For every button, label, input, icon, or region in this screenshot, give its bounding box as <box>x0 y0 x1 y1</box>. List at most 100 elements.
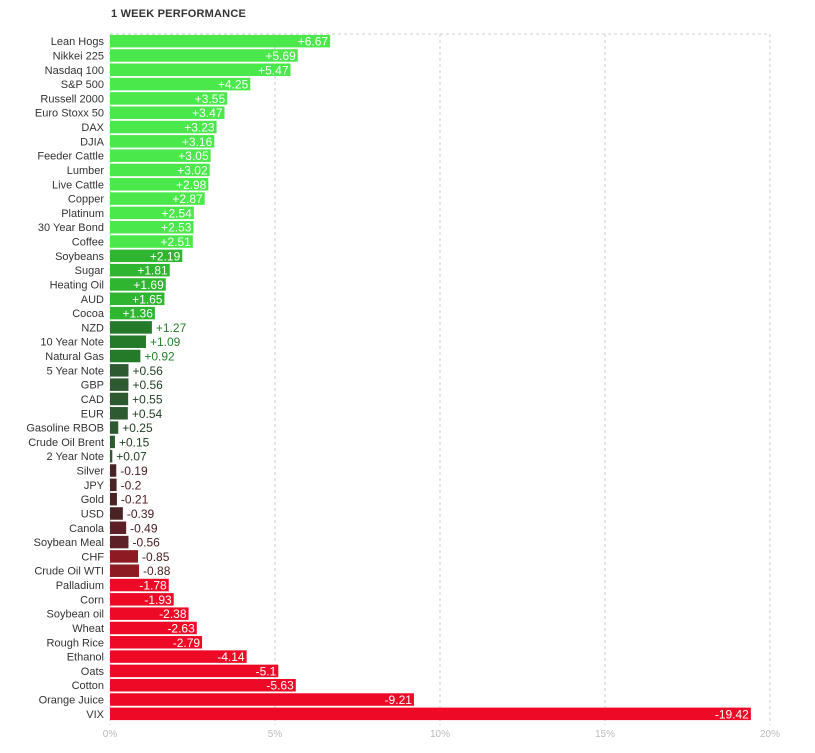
bar[interactable] <box>110 492 117 506</box>
category-label: Soybean Meal <box>34 537 104 549</box>
category-label: Gold <box>81 494 104 506</box>
bar[interactable] <box>110 464 117 477</box>
value-label: +3.16 <box>182 135 213 149</box>
category-label: Soybean oil <box>47 609 105 621</box>
category-label: EUR <box>81 408 104 420</box>
bar[interactable] <box>110 249 183 263</box>
category-label: USD <box>81 508 104 520</box>
bar[interactable] <box>110 306 155 320</box>
category-label: NZD <box>81 322 104 334</box>
bar[interactable] <box>110 321 152 334</box>
bar[interactable] <box>110 106 225 119</box>
value-label: +5.69 <box>265 49 296 63</box>
value-label: +0.56 <box>132 378 163 392</box>
bar[interactable] <box>110 163 210 177</box>
value-label: +3.47 <box>192 106 223 120</box>
category-label: Euro Stoxx 50 <box>35 108 104 120</box>
category-label: 10 Year Note <box>40 337 104 349</box>
value-label: -0.49 <box>130 521 158 535</box>
bar[interactable] <box>110 364 129 377</box>
value-label: -0.56 <box>132 536 160 550</box>
bar[interactable] <box>110 335 146 348</box>
bar[interactable] <box>110 435 115 449</box>
category-label: Ethanol <box>67 652 104 664</box>
bar[interactable] <box>110 593 174 606</box>
value-label: +2.51 <box>160 235 191 249</box>
bar[interactable] <box>110 120 217 134</box>
bar[interactable] <box>110 707 751 721</box>
bar[interactable] <box>110 92 228 105</box>
bar[interactable] <box>110 449 113 463</box>
value-label: -19.42 <box>715 707 749 721</box>
bar[interactable] <box>110 507 123 520</box>
bar[interactable] <box>110 550 139 563</box>
bar[interactable] <box>110 34 331 48</box>
bar[interactable] <box>110 407 128 420</box>
value-label: +0.92 <box>144 350 175 364</box>
value-label: +0.55 <box>132 392 163 406</box>
value-label: -0.39 <box>127 507 155 521</box>
bar[interactable] <box>110 263 170 277</box>
bar[interactable] <box>110 278 166 291</box>
bar[interactable] <box>110 206 194 220</box>
bar[interactable] <box>110 135 215 148</box>
bar[interactable] <box>110 49 298 62</box>
category-label: Oats <box>81 666 105 678</box>
category-label: Copper <box>68 194 104 206</box>
category-label: Heating Oil <box>50 279 104 291</box>
value-label: +2.53 <box>161 221 192 235</box>
chart-title: 1 WEEK PERFORMANCE <box>111 8 246 20</box>
bar[interactable] <box>110 678 296 692</box>
bar[interactable] <box>110 535 129 549</box>
bar[interactable] <box>110 664 279 678</box>
bar[interactable] <box>110 521 127 535</box>
category-label: Nikkei 225 <box>53 50 104 62</box>
bar[interactable] <box>110 636 203 649</box>
x-tick-label: 10% <box>430 729 450 740</box>
bar[interactable] <box>110 178 209 191</box>
category-label: JPY <box>84 480 105 492</box>
value-label: -1.78 <box>139 579 167 593</box>
value-label: -2.63 <box>167 621 195 635</box>
value-label: +1.81 <box>137 264 168 278</box>
category-label: Wheat <box>72 623 104 635</box>
bar[interactable] <box>110 220 194 234</box>
value-label: +0.56 <box>132 364 163 378</box>
bar[interactable] <box>110 621 197 635</box>
bar[interactable] <box>110 77 251 91</box>
bar[interactable] <box>110 392 129 406</box>
category-label: VIX <box>86 709 104 721</box>
labels-layer: Lean Hogs +6.67 Nikkei 225 +5.69 Nasdaq 100 +… <box>26 35 749 722</box>
value-label: +1.69 <box>133 278 164 292</box>
bar[interactable] <box>110 349 141 363</box>
bar[interactable] <box>110 650 247 663</box>
value-label: +0.07 <box>116 450 147 464</box>
value-label: -2.38 <box>159 607 187 621</box>
bar[interactable] <box>110 693 414 706</box>
bar[interactable] <box>110 63 291 77</box>
bar[interactable] <box>110 478 117 492</box>
category-label: AUD <box>81 294 104 306</box>
category-label: Cotton <box>72 680 104 692</box>
value-label: +3.55 <box>195 92 226 106</box>
value-label: +0.54 <box>132 407 163 421</box>
bar[interactable] <box>110 421 119 434</box>
category-label: CAD <box>81 394 104 406</box>
bar[interactable] <box>110 578 169 592</box>
bar[interactable] <box>110 235 193 248</box>
bar[interactable] <box>110 564 140 577</box>
value-label: +2.98 <box>176 178 207 192</box>
value-label: +6.67 <box>298 35 329 49</box>
bar[interactable] <box>110 149 211 162</box>
category-label: Crude Oil Brent <box>28 437 104 449</box>
bar[interactable] <box>110 378 129 391</box>
value-label: -5.1 <box>256 664 277 678</box>
bar[interactable] <box>110 292 165 306</box>
category-label: Coffee <box>72 237 104 249</box>
category-label: Cocoa <box>72 308 105 320</box>
bar[interactable] <box>110 607 189 620</box>
value-label: -9.21 <box>385 693 413 707</box>
value-label: +2.54 <box>161 206 192 220</box>
bar[interactable] <box>110 192 205 205</box>
